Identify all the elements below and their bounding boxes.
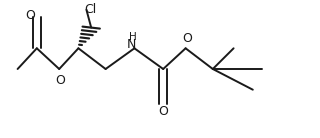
Text: O: O	[158, 105, 168, 118]
Text: Cl: Cl	[84, 3, 96, 16]
Text: O: O	[55, 74, 65, 87]
Text: O: O	[182, 32, 192, 45]
Text: H: H	[129, 32, 137, 42]
Text: N: N	[126, 38, 136, 51]
Text: O: O	[26, 9, 35, 22]
